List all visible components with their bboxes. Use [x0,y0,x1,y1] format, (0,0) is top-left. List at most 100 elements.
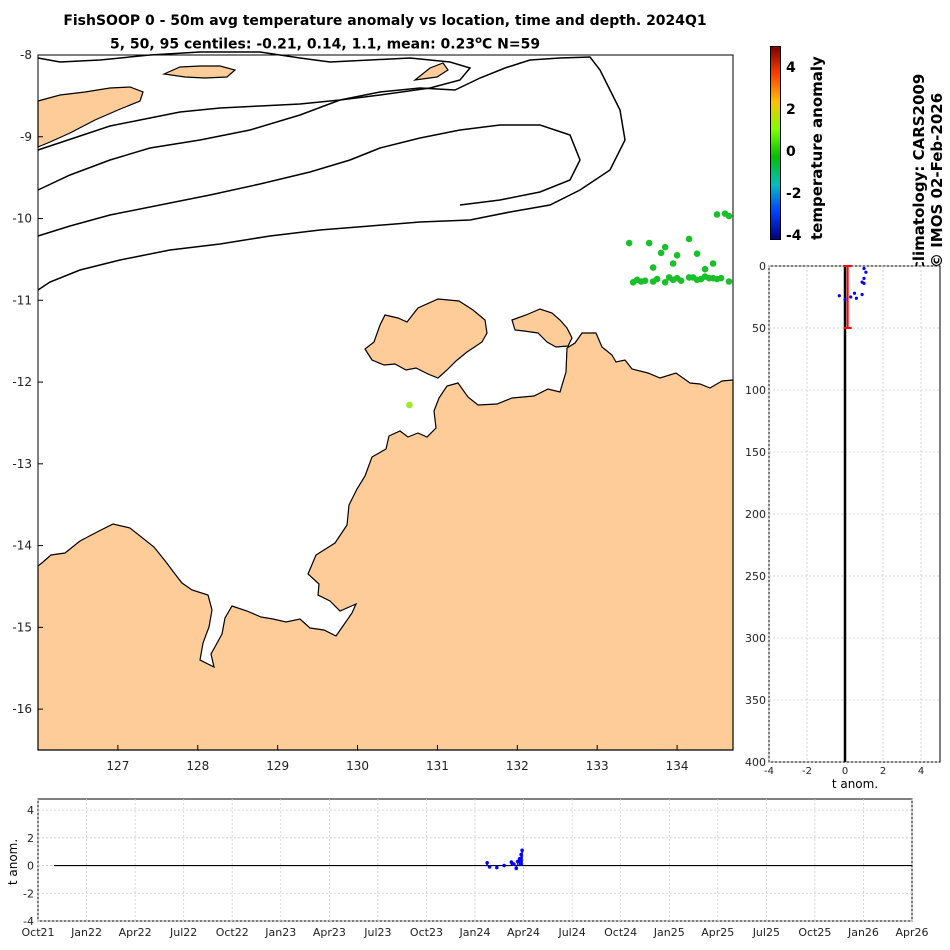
title-line-1: FishSOOP 0 - 50m avg temperature anomaly… [63,13,707,29]
depth-ytick-label: 400 [745,756,766,769]
depth-point [860,292,864,297]
map-point [641,277,649,284]
map-point [713,211,721,218]
depth-grid [768,265,940,763]
map-land [37,62,734,751]
colorbar-tick-4: 4 [786,60,796,76]
map-point [685,235,693,243]
depth-ytick-label: 50 [752,322,766,335]
map-point [661,279,669,286]
depth-point [852,291,857,295]
colorbar-tick-0: 0 [786,144,796,160]
title-unit-count: C N=59 [481,36,541,53]
ts-ytick-label: 2 [27,832,34,845]
depth-xtick-label: 0 [842,766,848,777]
map-ticks: 127 128 129 130 131 132 133 134 -8 -9 -10 -11 -12 -13… [12,48,688,773]
ts-xtick-label: Jul23 [363,926,391,939]
map-panel: 127 128 129 130 131 132 133 134 -8 -9 -10 -11 -12 -13… [12,48,734,773]
depth-ytick-label: 150 [745,446,766,459]
depth-ytick-label: 0 [759,260,766,273]
ts-ytick-label: 4 [27,804,34,817]
depth-ytick-label: 100 [745,384,766,397]
ts-point [520,848,524,853]
island-ne [511,308,573,348]
depth-ytick-label: 200 [745,508,766,521]
depth-point [864,270,868,274]
ts-xtick-label: Oct22 [216,926,249,939]
time-series-panel: Oct21 Jan22 Apr22 Jul22 Oct22 Jan23 Apr23 Jul23… [6,798,929,939]
depth-point [854,296,858,300]
ts-point [514,866,519,871]
depth-point [862,276,866,280]
map-frame [37,54,734,751]
ts-xtick-label: Jan22 [70,926,102,939]
depth-series [837,265,868,762]
map-ytick-label: -10 [12,212,32,226]
depth-point [862,281,866,285]
depth-ticks: 0 50 100 150 200 250 300 350 400-4 -2 0 2 4 [745,260,924,777]
climatology-label: climatology: CARS2009 [910,73,928,270]
colorbar-tick-minus4: -4 [786,228,802,244]
map-point [625,239,633,247]
ts-xtick-label: Jan23 [264,926,296,939]
depth-point [843,297,847,302]
ts-point [485,860,489,865]
contour-3 [37,124,581,237]
map-point [406,401,413,409]
map-xtick-label: 130 [346,759,369,773]
ts-xtick-label: Apr22 [119,926,152,939]
title-stats: 5, 50, 95 centiles: -0.21, 0.14, 1.1, me… [110,36,476,53]
map-point [673,252,681,259]
map-point [661,243,669,251]
contour-2 [37,56,626,291]
ts-point [502,863,506,868]
ts-point [509,860,514,864]
map-ytick-label: -14 [12,539,32,553]
colorbar-label: temperature anomaly [808,56,826,240]
map-point [693,250,701,257]
map-point [725,212,733,220]
ts-xtick-label: Jan24 [459,926,491,939]
island-north-mid [161,65,237,79]
ts-xtick-label: Oct21 [21,926,54,939]
map-xtick-label: 129 [266,759,289,773]
degree-sign: o [475,35,482,46]
depth-point [837,294,841,298]
ts-xtick-label: Apr23 [313,926,346,939]
map-point [709,274,717,282]
time-series-series [54,848,912,871]
depth-xtick-label: -4 [764,766,774,777]
map-point [669,260,677,267]
map-point [725,278,733,285]
map-ytick-label: -9 [20,130,32,144]
map-point [645,239,653,247]
ts-ytick-label: -2 [23,887,34,900]
depth-ytick-label: 300 [745,632,766,645]
colorbar-tick-2: 2 [786,102,796,118]
ts-ytick-label: 0 [27,860,34,873]
time-series-ticks: Oct21 Jan22 Apr22 Jul22 Oct22 Jan23 Apr23 Jul23… [21,804,928,939]
ts-xtick-label: Jan25 [653,926,685,939]
map-point [649,278,657,285]
ts-ytick-label: -4 [23,915,34,928]
island-large [364,298,488,379]
map-ytick-label: -11 [12,293,32,307]
map-xtick-label: 134 [666,759,689,773]
map-point [657,249,665,257]
depth-xtick-label: 2 [880,766,886,777]
map-xtick-label: 128 [186,759,209,773]
time-series-ylabel: t anom. [6,839,20,885]
ts-point [495,865,499,870]
map-xtick-label: 127 [106,759,129,773]
ts-xtick-label: Oct24 [604,926,637,939]
depth-xtick-label: -2 [802,766,812,777]
depth-xlabel: t anom. [832,777,878,791]
map-ytick-label: -8 [20,48,32,62]
map-point [689,274,697,281]
map-ytick-label: -15 [12,620,32,634]
map-point [701,265,709,273]
contour-1 [37,51,472,151]
colorbar-tick-minus2: -2 [786,186,802,202]
map-ytick-label: -16 [12,702,32,716]
ts-point [487,865,492,869]
